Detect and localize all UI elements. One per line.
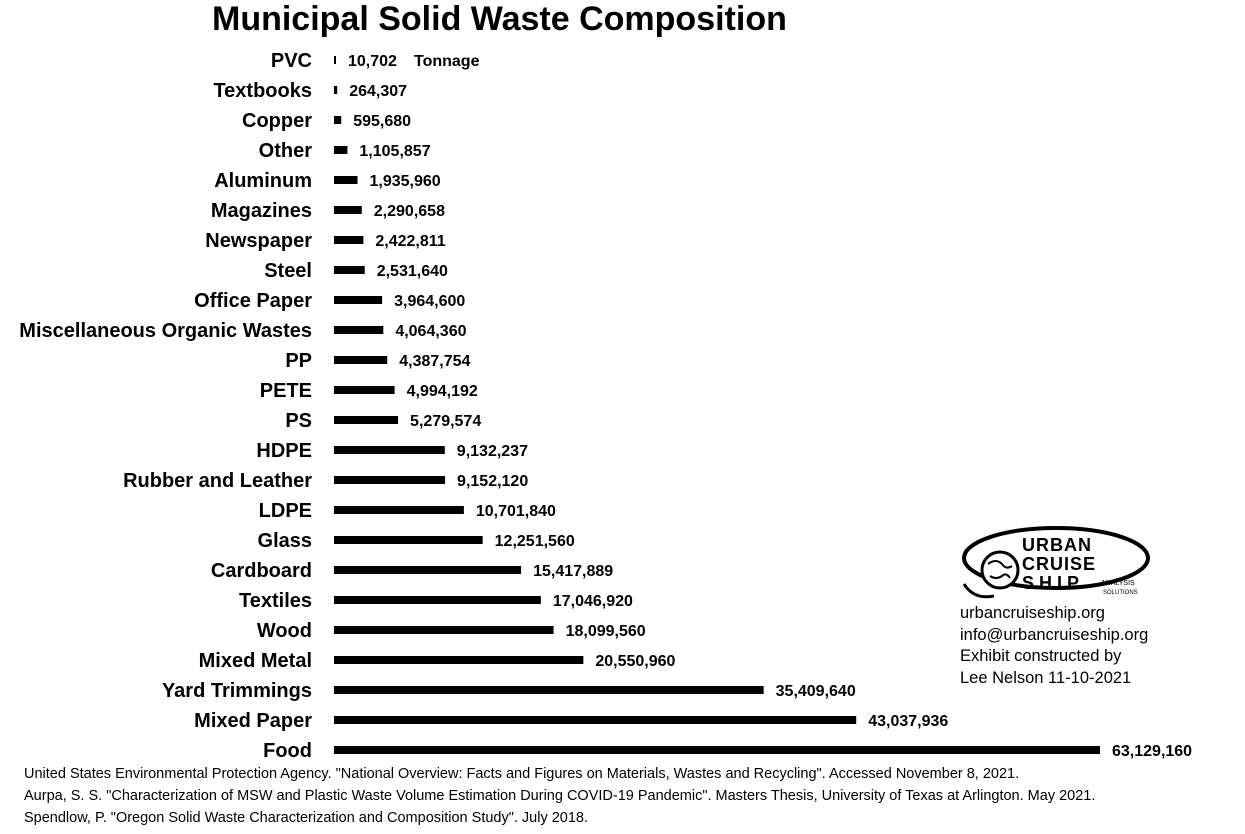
value-label: 5,279,574 <box>410 413 481 430</box>
category-label: Glass <box>258 530 312 552</box>
value-label: 35,409,640 <box>776 683 856 700</box>
value-label: 15,417,889 <box>533 563 613 580</box>
chart-title: Municipal Solid Waste Composition <box>212 0 787 38</box>
category-label: Mixed Paper <box>194 710 312 732</box>
logo-word-ship: SHIP <box>1022 573 1084 593</box>
source-citation: Spendlow, P. "Oregon Solid Waste Charact… <box>24 810 589 826</box>
category-label: PETE <box>260 380 312 402</box>
category-label: Newspaper <box>205 230 312 252</box>
source-citation: Aurpa, S. S. "Characterization of MSW an… <box>24 788 1096 804</box>
category-label: Other <box>259 140 313 162</box>
category-label: Textiles <box>239 590 312 612</box>
bar <box>334 596 541 604</box>
value-label: 10,701,840 <box>476 503 556 520</box>
bar <box>334 266 365 274</box>
value-label: 9,152,120 <box>457 473 528 490</box>
unit-label: Tonnage <box>414 53 480 70</box>
bar <box>334 356 388 364</box>
value-label: 63,129,160 <box>1112 743 1192 760</box>
bar <box>334 536 483 544</box>
category-label: PP <box>285 350 312 372</box>
value-label: 264,307 <box>349 83 407 100</box>
logo-tag-solutions: SOLUTIONS <box>1103 590 1138 596</box>
value-label: 12,251,560 <box>495 533 575 550</box>
value-label: 10,702 <box>348 53 397 70</box>
category-label: Rubber and Leather <box>123 470 312 492</box>
bar <box>334 656 584 664</box>
category-label: Steel <box>264 260 312 282</box>
bar <box>334 686 764 694</box>
value-label: 20,550,960 <box>595 653 675 670</box>
logo-word-urban: URBAN <box>1022 535 1092 555</box>
value-label: 595,680 <box>353 113 411 130</box>
category-label: Magazines <box>211 200 312 222</box>
bar <box>334 86 338 94</box>
category-label: Office Paper <box>194 290 312 312</box>
logo-word-cruise: CRUISE <box>1022 554 1096 574</box>
category-label: Wood <box>257 620 312 642</box>
category-label: Textbooks <box>213 80 312 102</box>
value-label: 1,935,960 <box>369 173 440 190</box>
category-label: Miscellaneous Organic Wastes <box>19 320 312 342</box>
bar <box>334 476 446 484</box>
bar <box>334 116 342 124</box>
category-label: Aluminum <box>214 170 312 192</box>
bar <box>334 446 445 454</box>
credit-line-1: Exhibit constructed by <box>960 647 1122 665</box>
category-label: HDPE <box>256 440 312 462</box>
value-label: 2,531,640 <box>377 263 448 280</box>
bar <box>334 326 384 334</box>
value-label: 9,132,237 <box>457 443 528 460</box>
globe-icon <box>980 550 1020 590</box>
bar <box>334 416 399 424</box>
category-label: LDPE <box>259 500 312 522</box>
urban-cruise-ship-logo: URBAN CRUISE SHIP ANALYSIS SOLUTIONS <box>962 526 1150 599</box>
category-label: Copper <box>242 110 312 132</box>
value-label: 17,046,920 <box>553 593 633 610</box>
category-label: PS <box>285 410 312 432</box>
value-label: 18,099,560 <box>566 623 646 640</box>
bar <box>334 746 1100 754</box>
value-label: 3,964,600 <box>394 293 465 310</box>
category-label: Cardboard <box>211 560 312 582</box>
website-text: urbancruiseship.org <box>960 604 1105 622</box>
bar <box>334 146 348 154</box>
value-label: 4,994,192 <box>407 383 478 400</box>
email-text: info@urbancruiseship.org <box>960 625 1149 644</box>
category-label: Yard Trimmings <box>162 680 312 702</box>
bar <box>334 206 362 214</box>
bar <box>334 626 554 634</box>
bar <box>334 236 364 244</box>
category-label: Mixed Metal <box>199 650 312 672</box>
bar <box>334 176 358 184</box>
value-label: 43,037,936 <box>868 713 948 730</box>
value-label: 4,064,360 <box>395 323 466 340</box>
category-label: PVC <box>271 50 312 72</box>
logo-tag-analysis: ANALYSIS <box>1101 580 1135 587</box>
credit-line-2: Lee Nelson 11-10-2021 <box>960 668 1132 687</box>
value-label: 4,387,754 <box>399 353 470 370</box>
value-label: 1,105,857 <box>359 143 430 160</box>
bar <box>334 56 336 64</box>
bar <box>334 566 522 574</box>
value-label: 2,290,658 <box>374 203 445 220</box>
bar <box>334 386 395 394</box>
sources-block: United States Environmental Protection A… <box>24 763 1095 829</box>
contact-block: urbancruiseship.org info@urbancruiseship… <box>960 603 1148 689</box>
category-label: Food <box>263 740 312 762</box>
source-citation: United States Environmental Protection A… <box>24 766 1020 782</box>
bar <box>334 296 383 304</box>
value-label: 2,422,811 <box>375 233 445 250</box>
bar <box>334 716 857 724</box>
bar <box>334 506 464 514</box>
